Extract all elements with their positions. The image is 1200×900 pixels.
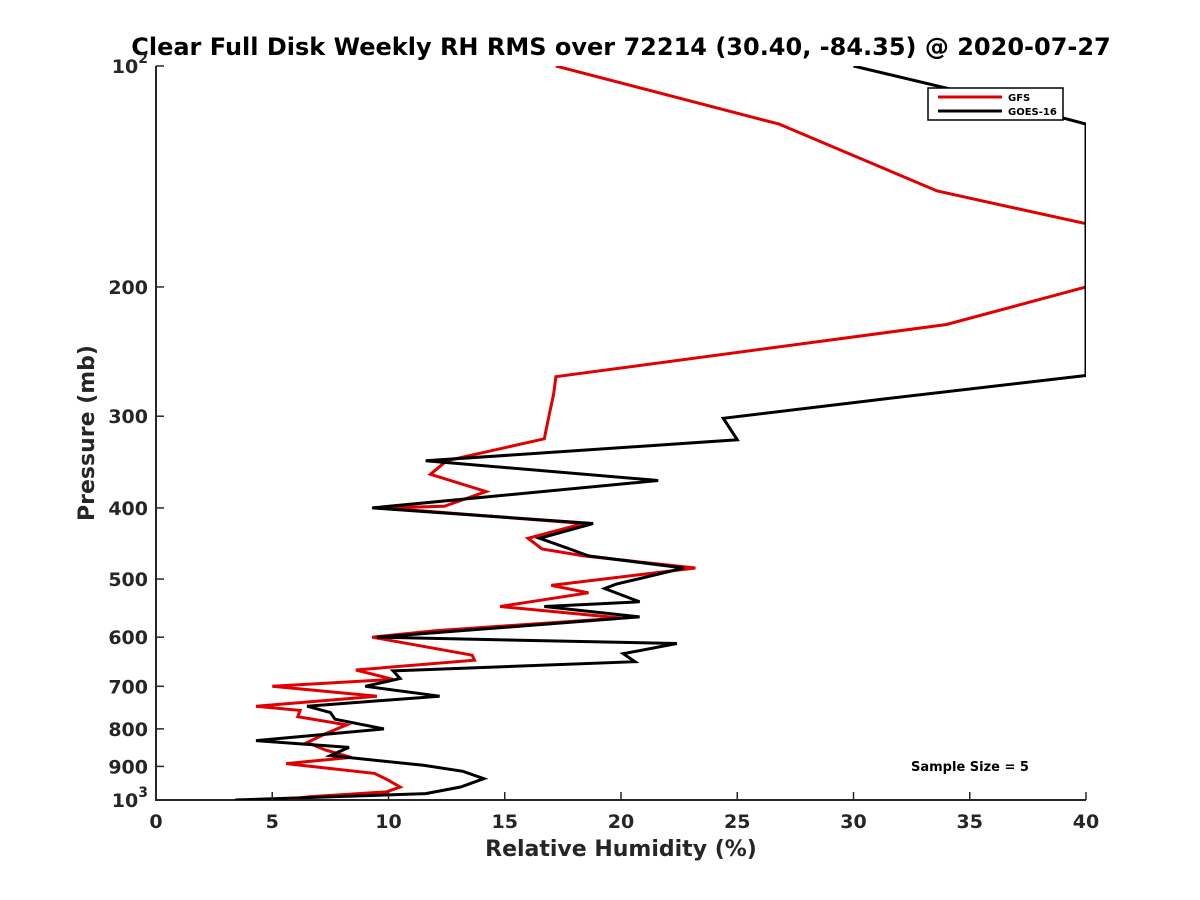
x-tick-label: 20 [608, 811, 634, 833]
x-axis-label: Relative Humidity (%) [485, 837, 757, 862]
y-tick-label: 102 [112, 51, 148, 78]
y-tick-label: 600 [108, 627, 148, 649]
y-tick-label: 400 [108, 498, 148, 520]
y-tick-label: 900 [108, 756, 148, 778]
x-tick-label: 15 [492, 811, 518, 833]
y-tick-label: 500 [108, 569, 148, 591]
chart-area: Clear Full Disk Weekly RH RMS over 72214… [75, 33, 1111, 862]
series-line-gfs [255, 66, 1086, 800]
x-tick-label: 40 [1073, 811, 1099, 833]
series-line-goes-16 [235, 66, 1086, 800]
x-tick-label: 35 [957, 811, 983, 833]
legend-box [927, 87, 1064, 121]
legend-label: GOES-16 [1008, 107, 1057, 118]
y-tick-label: 800 [108, 719, 148, 741]
chart-title: Clear Full Disk Weekly RH RMS over 72214… [131, 33, 1111, 61]
x-tick-label: 10 [375, 811, 401, 833]
x-axis: 0 5 10 15 20 25 30 35 40 [149, 792, 1099, 833]
x-tick-label: 5 [266, 811, 279, 833]
y-tick-label: 700 [108, 676, 148, 698]
y-tick-label: 300 [108, 406, 148, 428]
series-layer [235, 66, 1086, 800]
legend[interactable]: GFS GOES-16 [927, 87, 1064, 121]
x-tick-label: 25 [724, 811, 750, 833]
y-axis: 102 200 300 400 500 600 700 800 900 103 [108, 51, 164, 812]
y-tick-label: 200 [108, 277, 148, 299]
y-axis-label: Pressure (mb) [75, 345, 100, 521]
sample-size-annotation: Sample Size = 5 [911, 760, 1029, 775]
legend-label: GFS [1008, 93, 1030, 104]
x-tick-label: 0 [149, 811, 162, 833]
x-tick-label: 30 [840, 811, 866, 833]
y-tick-label: 103 [112, 785, 148, 812]
